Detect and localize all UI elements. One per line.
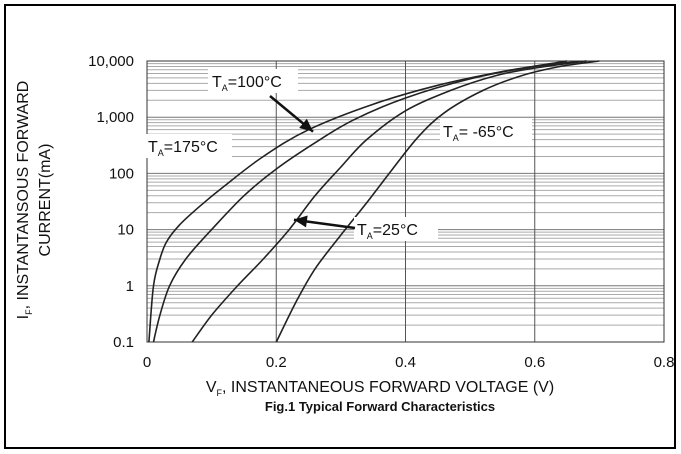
svg-text:TA=175°C: TA=175°C [148,139,218,158]
svg-text:TA= -65°C: TA= -65°C [443,124,514,143]
annotation-100c: TA=100°C [208,69,298,93]
x-tick-label: 0.4 [395,354,416,371]
y-tick-labels: 0.1 1 10 100 1,000 10,000 [88,53,134,351]
series-line-3 [275,60,600,343]
x-axis-label: VF, INSTANTANEOUS FORWARD VOLTAGE (V) [206,379,554,398]
series-line-0 [148,60,568,343]
y-tick-label: 1,000 [96,109,134,126]
annotation-arrows [269,95,356,230]
x-tick-labels: 0 0.2 0.4 0.6 0.8 [143,354,675,371]
series-line-1 [152,60,587,343]
series-line-2 [191,60,587,343]
annotation-25c: TA=25°C [354,217,438,241]
y-tick-label: 1 [126,278,134,295]
y-axis-label-line1: IF, INSTANTANSOUS FORWARD [15,81,34,320]
x-tick-label: 0 [143,354,151,371]
y-tick-label: 0.1 [113,334,134,351]
x-tick-label: 0.6 [524,354,545,371]
y-tick-label: 10,000 [88,53,134,70]
plot-area [146,60,665,343]
figure-caption: Fig.1 Typical Forward Characteristics [265,399,495,414]
svg-text:TA=25°C: TA=25°C [357,222,418,241]
series-lines [148,60,600,343]
svg-text:TA=100°C: TA=100°C [212,74,282,93]
arrow-25c-head [293,215,308,228]
annotation-minus65c: TA= -65°C [440,119,532,143]
arrow-100c-head [299,118,314,132]
y-axis-label-line2: CURRENT(mA) [37,144,54,257]
y-tick-label: 10 [117,222,134,239]
x-tick-label: 0.2 [266,354,287,371]
y-tick-label: 100 [109,165,134,182]
annotation-175c: TA=175°C [146,134,232,158]
x-tick-label: 0.8 [654,354,675,371]
